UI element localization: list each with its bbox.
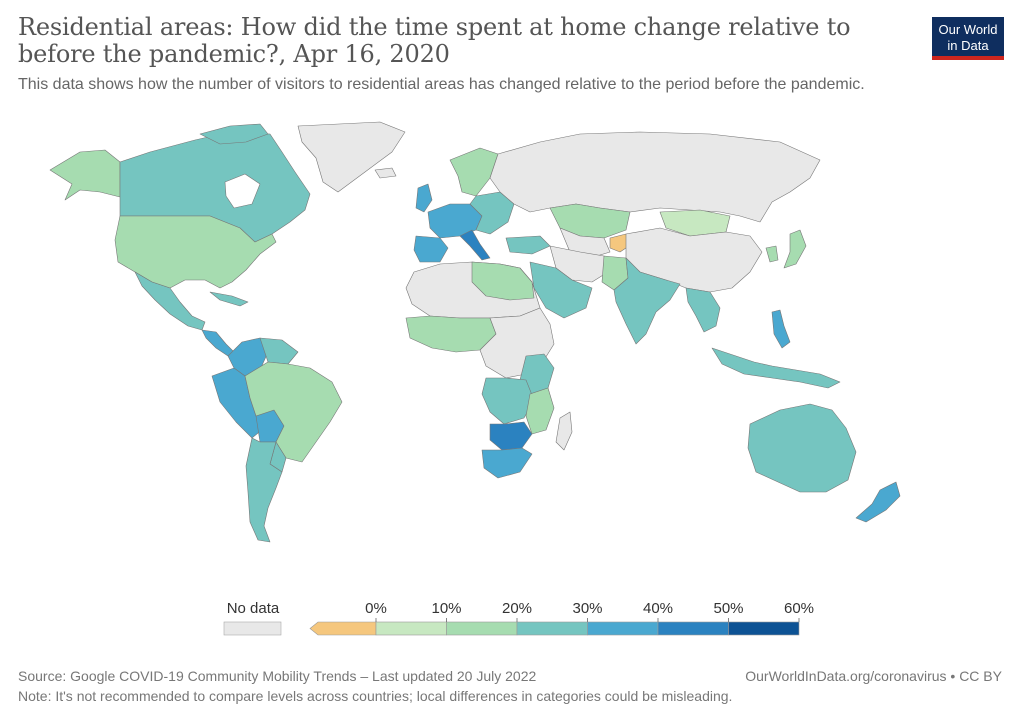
legend-bin-1: [375, 621, 447, 636]
legend-tick-label: 40%: [643, 600, 673, 617]
region-greenland[interactable]: [297, 121, 406, 193]
region-argentina[interactable]: [245, 437, 283, 543]
legend-bin-3: [516, 621, 588, 636]
region-scandinavia[interactable]: [449, 147, 499, 197]
region-alaska[interactable]: [49, 149, 121, 201]
region-iceland[interactable]: [374, 167, 397, 179]
region-egypt-libya[interactable]: [471, 261, 535, 301]
legend-bin-6: [728, 621, 800, 636]
region-brazil[interactable]: [244, 361, 343, 463]
region-turkey[interactable]: [505, 235, 551, 255]
region-russia[interactable]: [489, 131, 821, 223]
region-japan[interactable]: [783, 229, 807, 269]
owid-logo[interactable]: Our World in Data: [932, 17, 1004, 60]
chart-subtitle: This data shows how the number of visito…: [18, 76, 865, 93]
region-venezuela[interactable]: [259, 337, 299, 365]
region-angola-zambia[interactable]: [481, 377, 535, 425]
world-map: [49, 121, 901, 543]
region-caribbean[interactable]: [209, 291, 249, 307]
region-korea[interactable]: [765, 245, 779, 263]
region-mozambique[interactable]: [525, 387, 555, 435]
legend-bin-4: [587, 621, 659, 636]
logo-line-2: in Data: [947, 38, 989, 53]
region-philippines[interactable]: [771, 309, 791, 349]
map-legend: No data 0% 10% 20% 30% 40% 50% 60%: [223, 600, 814, 636]
region-central-america[interactable]: [201, 329, 235, 357]
region-saudi-arabia[interactable]: [529, 261, 593, 319]
region-west-africa[interactable]: [405, 315, 497, 353]
region-uk[interactable]: [415, 183, 433, 213]
legend-tick-label: 10%: [431, 600, 461, 617]
region-india[interactable]: [613, 257, 681, 345]
legend-tick-label: 0%: [365, 600, 387, 617]
region-botswana-zimbabwe[interactable]: [489, 421, 533, 451]
logo-line-1: Our World: [938, 22, 998, 37]
chart-title: Residential areas: How did the time spen…: [18, 13, 851, 68]
region-mexico[interactable]: [134, 271, 206, 331]
legend-tick-label: 50%: [713, 600, 743, 617]
region-arctic-islands[interactable]: [199, 123, 269, 145]
region-south-africa[interactable]: [481, 447, 533, 479]
legend-no-data-swatch: [223, 621, 282, 636]
legend-tick-label: 30%: [572, 600, 602, 617]
legend-bin-5: [657, 621, 729, 636]
legend-tick-label: 20%: [502, 600, 532, 617]
footnote: Note: It's not recommended to compare le…: [18, 688, 733, 704]
region-australia[interactable]: [747, 403, 857, 493]
region-spain[interactable]: [413, 235, 449, 263]
region-italy[interactable]: [459, 229, 491, 261]
region-madagascar[interactable]: [555, 411, 573, 451]
region-hudson-bay: [224, 173, 261, 209]
region-new-zealand[interactable]: [855, 481, 901, 523]
legend-bin-negative: [309, 621, 377, 636]
legend-tick-label: 60%: [784, 600, 814, 617]
region-indonesia[interactable]: [711, 347, 841, 389]
legend-no-data-label: No data: [227, 600, 280, 617]
region-southeast-asia[interactable]: [685, 287, 721, 333]
source-note[interactable]: Source: Google COVID-19 Community Mobili…: [18, 668, 537, 684]
legend-bin-2: [446, 621, 518, 636]
credit-link[interactable]: OurWorldInData.org/coronavirus • CC BY: [745, 668, 1002, 684]
